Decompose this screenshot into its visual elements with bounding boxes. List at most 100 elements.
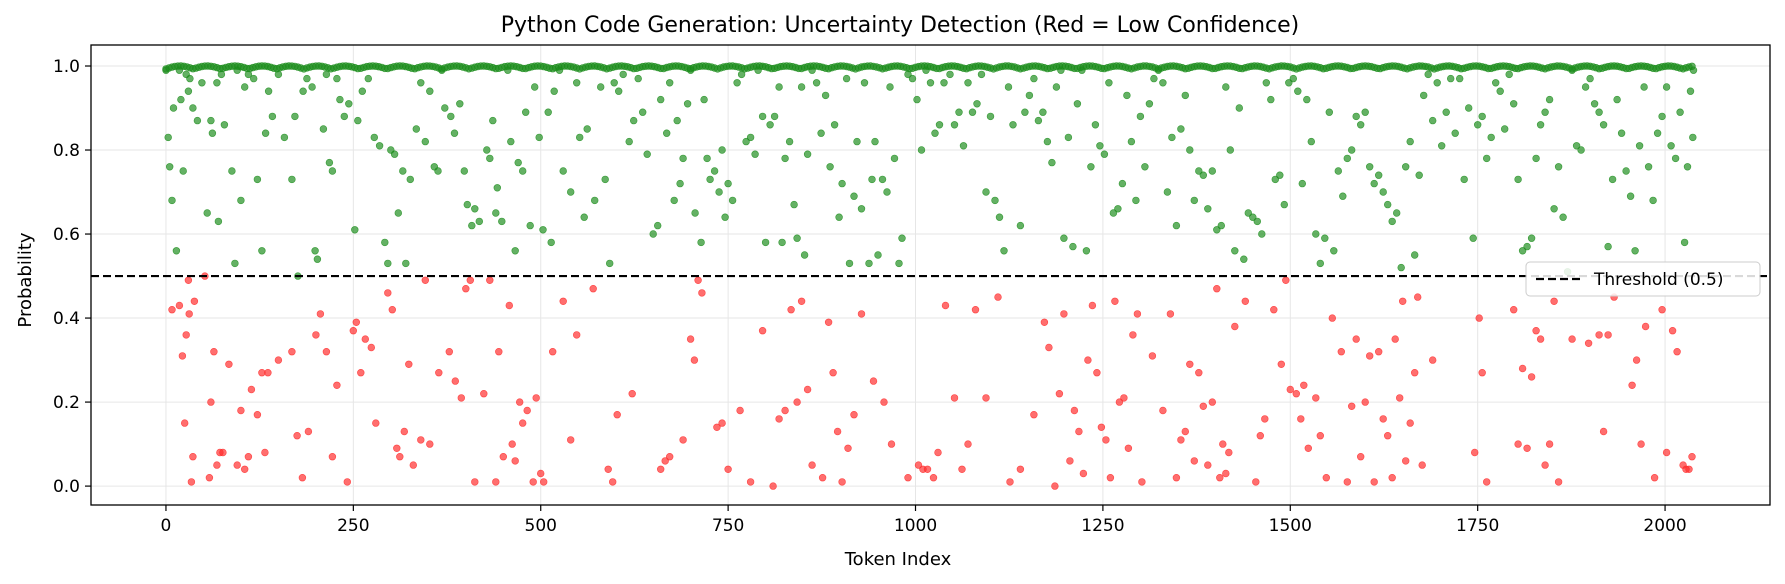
high-confidence-point (1680, 238, 1689, 247)
y-axis-label: Probability (15, 232, 36, 327)
low-confidence-point (941, 301, 950, 310)
high-confidence-point (761, 238, 770, 247)
low-confidence-point (1120, 394, 1128, 402)
low-confidence-point (1343, 478, 1352, 486)
high-confidence-point (189, 104, 197, 112)
high-confidence-point (940, 79, 948, 87)
low-confidence-point (499, 453, 507, 461)
high-confidence-point (977, 70, 986, 79)
low-confidence-point (775, 415, 783, 423)
high-confidence-point (1586, 74, 1594, 83)
high-confidence-point (733, 79, 741, 87)
high-confidence-point (1294, 87, 1302, 95)
x-tick-label: 1250 (1081, 516, 1124, 536)
high-confidence-point (498, 217, 506, 226)
high-confidence-point (172, 247, 181, 255)
low-confidence-point (343, 478, 351, 486)
low-confidence-point (1478, 369, 1486, 377)
high-confidence-point (662, 129, 671, 137)
high-confidence-point (303, 74, 311, 83)
high-confidence-point (1105, 79, 1113, 87)
high-confidence-point (590, 196, 599, 205)
low-confidence-point (736, 406, 744, 415)
low-confidence-point (904, 474, 912, 482)
low-confidence-point (1213, 285, 1221, 293)
high-confidence-point (710, 167, 719, 175)
high-confidence-point (968, 108, 977, 116)
high-confidence-point (1339, 192, 1347, 200)
high-confidence-point (319, 125, 328, 133)
low-confidence-point (628, 390, 636, 398)
high-confidence-point (1298, 179, 1307, 188)
low-confidence-point (1261, 415, 1269, 423)
low-confidence-point (247, 385, 256, 394)
high-confidence-point (1347, 146, 1356, 154)
low-confidence-point (400, 427, 408, 436)
high-confidence-point (1025, 91, 1034, 100)
high-confidence-point (511, 247, 519, 255)
high-confidence-point (1635, 142, 1644, 150)
high-confidence-point (1676, 108, 1684, 116)
high-confidence-point (351, 226, 359, 234)
high-confidence-point (207, 116, 215, 125)
high-confidence-point (250, 74, 258, 83)
high-confidence-point (1559, 213, 1567, 221)
high-confidence-point (817, 129, 825, 137)
low-confidence-point (349, 327, 357, 335)
low-confidence-point (803, 385, 812, 394)
low-confidence-point (1514, 440, 1522, 448)
high-confidence-point (895, 259, 903, 268)
low-confidence-point (1658, 306, 1666, 314)
high-confidence-point (345, 100, 353, 108)
high-confidence-point (1343, 154, 1352, 163)
low-confidence-point (241, 465, 249, 473)
low-confidence-point (1545, 440, 1554, 448)
high-confidence-point (793, 234, 801, 242)
high-confidence-point (746, 133, 755, 142)
high-confidence-point (1658, 112, 1666, 121)
high-confidence-point (384, 259, 392, 268)
high-confidence-point (1545, 95, 1554, 104)
high-confidence-point (417, 79, 425, 87)
low-confidence-point (724, 465, 732, 473)
low-confidence-point (1111, 297, 1119, 305)
low-confidence-point (1685, 465, 1693, 473)
low-confidence-point (690, 356, 699, 364)
high-confidence-point (1365, 163, 1374, 171)
low-confidence-point (471, 478, 479, 486)
high-confidence-point (489, 116, 497, 125)
high-confidence-point (1289, 74, 1298, 83)
high-confidence-point (935, 121, 944, 129)
low-confidence-point (566, 436, 575, 444)
y-tick-label: 0.0 (53, 477, 80, 497)
high-confidence-point (1518, 247, 1527, 255)
low-confidence-point (1413, 293, 1422, 301)
high-confidence-point (583, 125, 591, 133)
high-confidence-point (871, 137, 879, 146)
high-confidence-point (1577, 146, 1585, 154)
high-confidence-point (842, 74, 851, 83)
high-confidence-point (1527, 234, 1536, 242)
high-confidence-point (1073, 100, 1082, 108)
low-confidence-point (1347, 402, 1356, 410)
low-confidence-point (934, 448, 942, 457)
high-confidence-point (718, 146, 726, 154)
high-confidence-point (908, 74, 917, 83)
high-confidence-point (1662, 83, 1671, 91)
high-confidence-point (544, 108, 552, 116)
high-confidence-point (1048, 158, 1056, 167)
low-confidence-point (1312, 394, 1320, 402)
high-confidence-point (1631, 247, 1639, 255)
low-confidence-point (1662, 448, 1671, 457)
high-confidence-point (237, 196, 245, 205)
x-axis-label: Token Index (844, 549, 952, 570)
high-confidence-point (336, 95, 344, 104)
low-confidence-point (1133, 310, 1142, 318)
high-confidence-point (703, 154, 711, 163)
low-confidence-point (1316, 432, 1325, 440)
high-confidence-point (514, 158, 522, 167)
high-confidence-point (1249, 213, 1257, 221)
low-confidence-point (1075, 427, 1083, 436)
low-confidence-point (1106, 474, 1115, 482)
low-confidence-point (1006, 478, 1014, 486)
